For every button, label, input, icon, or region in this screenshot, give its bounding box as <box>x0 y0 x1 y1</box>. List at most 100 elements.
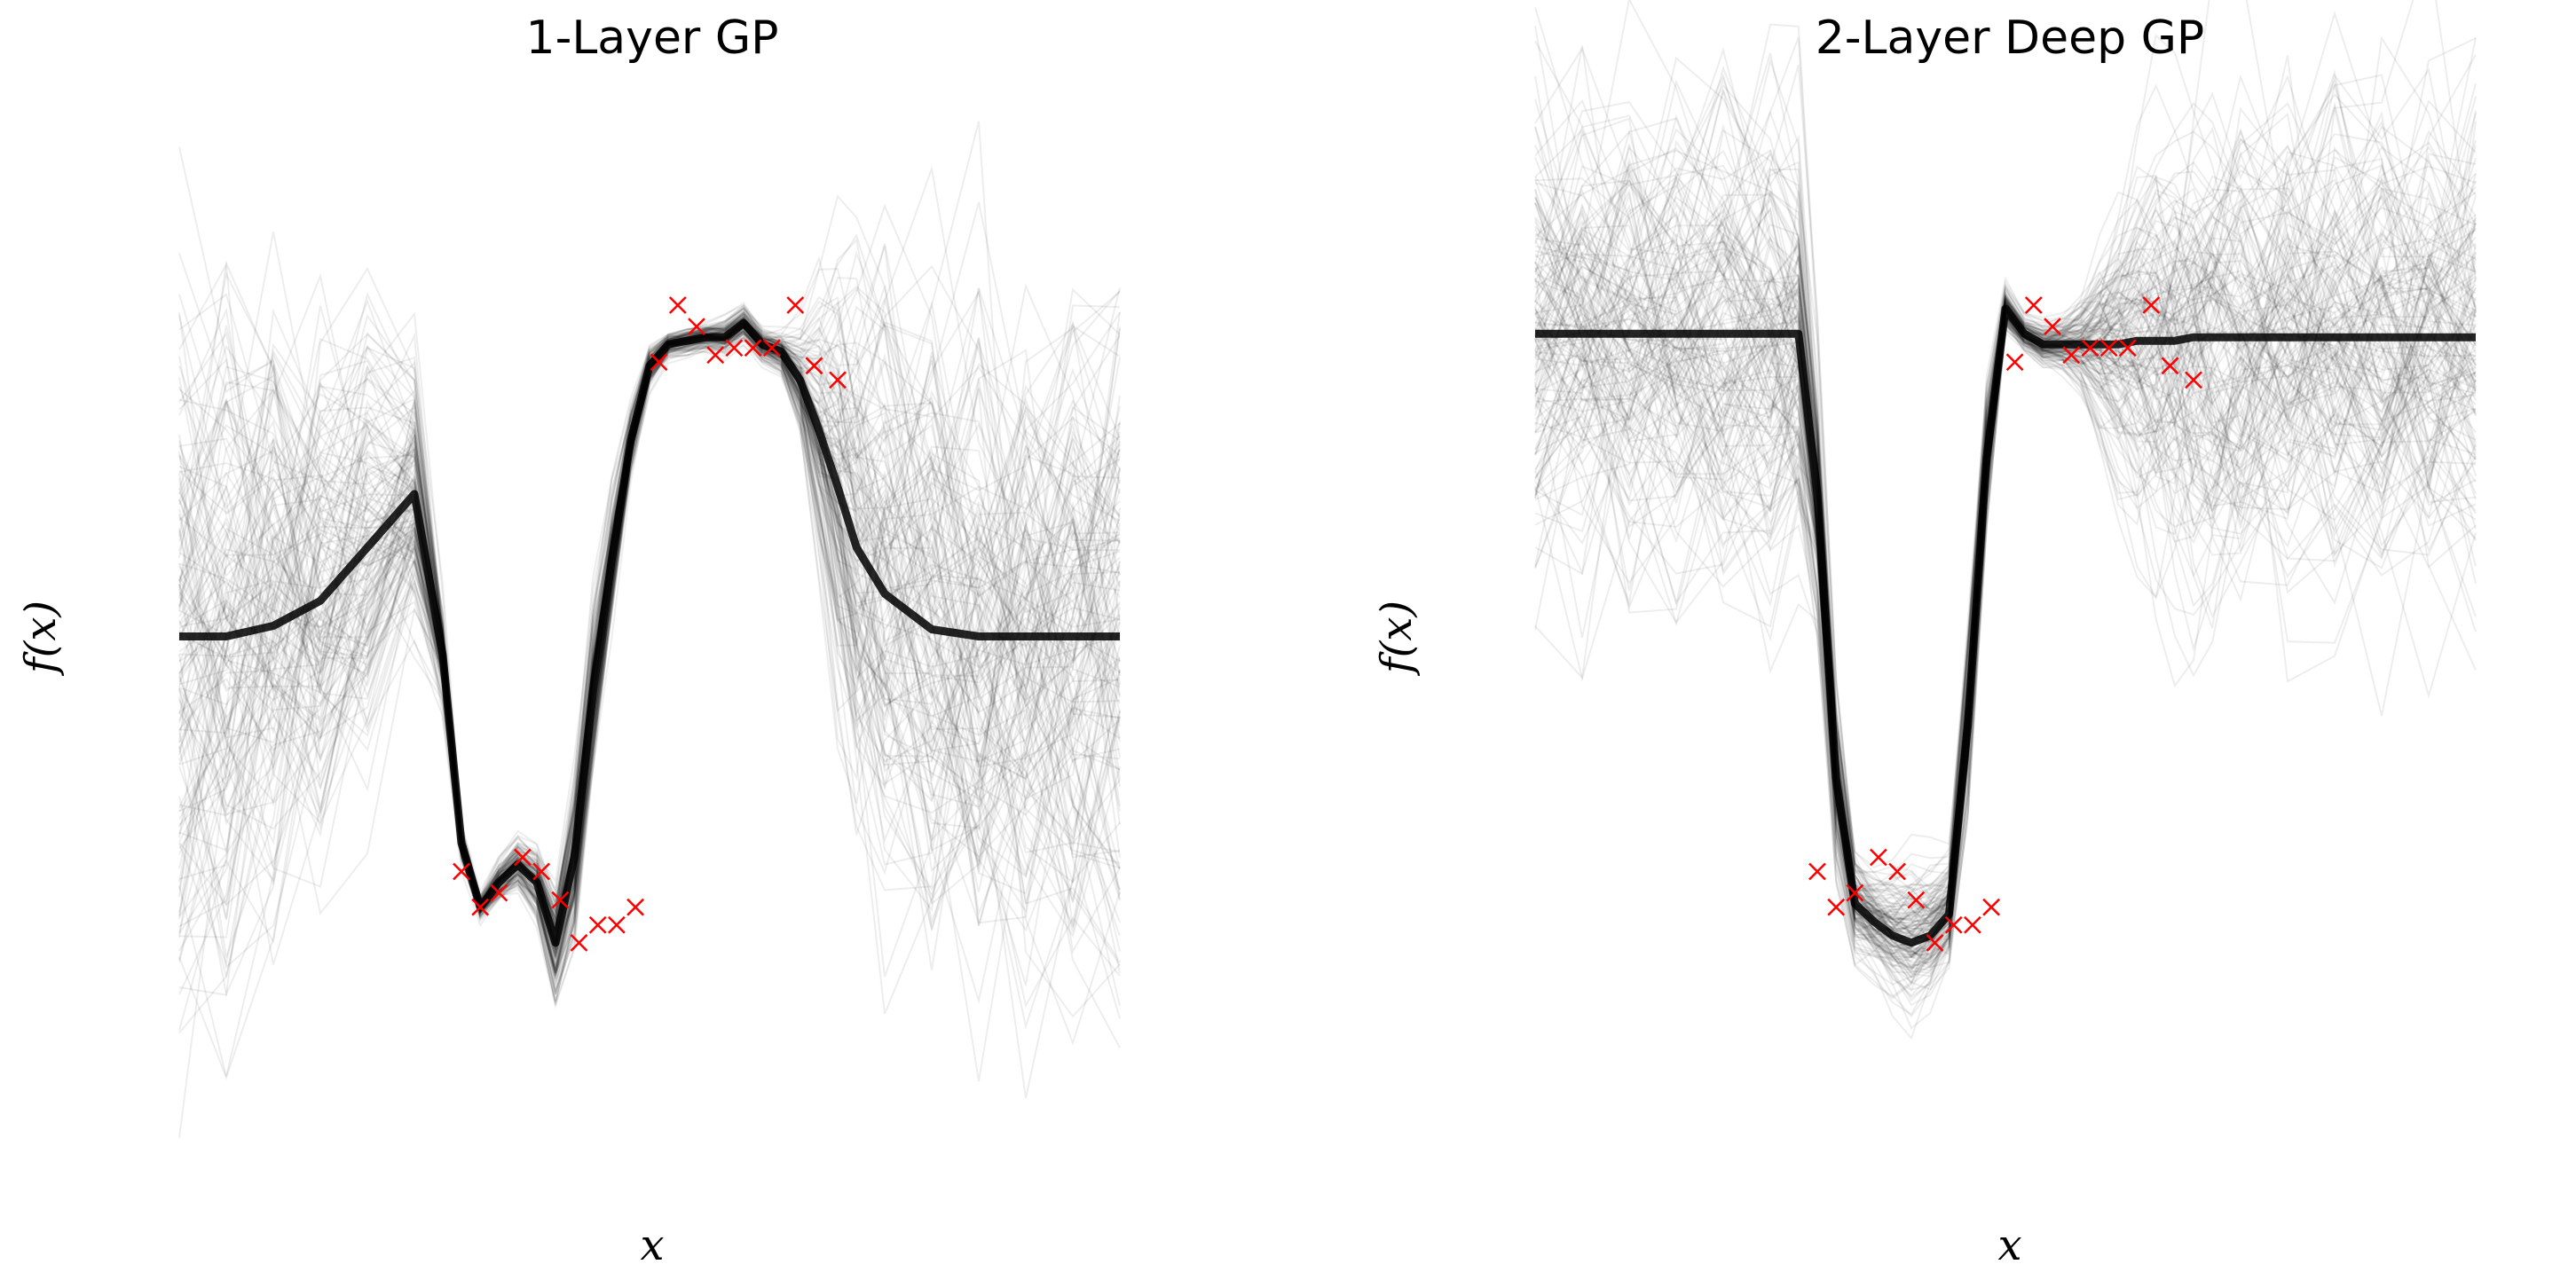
observation-point <box>725 339 744 357</box>
posterior-sample-line <box>1534 245 2477 956</box>
posterior-sample-line <box>1534 164 2477 910</box>
observation-point <box>1827 898 1846 916</box>
posterior-sample-line <box>1534 253 2477 952</box>
panel-2-layer-deep-gp: 2-Layer Deep GP x f(x) <box>1372 0 2477 1270</box>
posterior-sample-line <box>1534 128 2477 962</box>
posterior-sample-line <box>1534 114 2477 937</box>
posterior-sample-line <box>1534 126 2477 932</box>
posterior-sample-line <box>178 306 1121 974</box>
posterior-sample-line <box>1534 130 2477 1030</box>
posterior-sample-line <box>178 308 1121 995</box>
posterior-sample-line <box>1534 74 2477 927</box>
posterior-sample-line <box>1534 238 2477 916</box>
posterior-sample-line <box>1534 10 2477 969</box>
posterior-sample-line <box>1534 7 2477 967</box>
posterior-sample-line <box>178 201 1121 952</box>
posterior-sample-line <box>1534 215 2477 941</box>
chart-title: 2-Layer Deep GP <box>1816 12 2205 65</box>
observation-point <box>2142 296 2161 314</box>
posterior-sample-line <box>1534 99 2477 999</box>
observation-point <box>570 933 588 952</box>
observation-point <box>805 357 823 375</box>
posterior-sample-line <box>1534 104 2477 967</box>
posterior-sample-line <box>178 330 1121 922</box>
posterior-sample-line <box>1534 128 2477 1000</box>
posterior-sample-line <box>1534 74 2477 935</box>
posterior-sample-line <box>178 315 1121 934</box>
posterior-sample-line <box>178 328 1121 1019</box>
observation-point <box>1808 862 1826 881</box>
y-axis-label: f(x) <box>16 601 66 676</box>
observation-point <box>2044 318 2061 336</box>
posterior-sample-line <box>1534 89 2477 974</box>
posterior-sample-line <box>1534 145 2477 942</box>
posterior-sample-line <box>178 321 1121 929</box>
posterior-sample-line <box>1534 165 2477 914</box>
posterior-sample-line <box>1534 175 2477 958</box>
posterior-sample-line <box>1534 120 2477 970</box>
posterior-sample-line <box>178 290 1121 974</box>
observation-point <box>588 915 607 934</box>
observation-point <box>2062 346 2081 365</box>
posterior-sample-line <box>1534 241 2477 978</box>
posterior-mean-line <box>1535 304 2476 947</box>
observation-point <box>471 898 490 916</box>
posterior-sample-line <box>178 253 1121 1009</box>
observation-point <box>1926 933 1944 952</box>
observation-point <box>551 891 570 909</box>
posterior-sample-line <box>1534 218 2477 918</box>
posterior-sample-line <box>1534 195 2477 959</box>
observation-point <box>490 883 508 902</box>
observation-point <box>744 339 762 357</box>
observation-point <box>1964 915 1981 934</box>
posterior-sample-line <box>178 326 1121 951</box>
posterior-sample-line <box>178 321 1121 960</box>
observation-point <box>762 339 781 357</box>
posterior-sample-line <box>1534 299 2477 946</box>
posterior-sample-line <box>1534 223 2477 969</box>
posterior-sample-line <box>178 321 1121 915</box>
posterior-sample-line <box>1534 192 2477 921</box>
posterior-sample-line <box>1534 230 2477 925</box>
posterior-sample-line <box>1534 77 2477 955</box>
posterior-sample-line <box>1534 82 2477 893</box>
observation-point <box>2081 339 2099 357</box>
posterior-sample-line <box>1534 98 2477 923</box>
observation-point <box>1907 891 1926 909</box>
posterior-sample-line <box>178 315 1121 970</box>
posterior-sample-line <box>1534 177 2477 929</box>
posterior-sample-line <box>1534 184 2477 958</box>
observation-point <box>2024 296 2043 314</box>
posterior-sample-line <box>178 313 1121 954</box>
posterior-sample-line <box>1534 144 2477 992</box>
posterior-sample-line <box>178 318 1121 944</box>
observation-point <box>626 898 644 916</box>
posterior-sample-line <box>1534 189 2477 946</box>
posterior-sample-line <box>1534 223 2477 908</box>
posterior-sample-line <box>1534 178 2477 962</box>
x-axis-label: x <box>1997 1221 2021 1270</box>
panel-1-layer-gp: 1-Layer GP x f(x) <box>16 12 1121 1270</box>
observation-point <box>2005 353 2024 372</box>
posterior-mean-line <box>179 318 1120 947</box>
posterior-sample-line <box>1534 182 2477 1016</box>
posterior-sample-line <box>1534 130 2477 908</box>
posterior-sample-line <box>1534 168 2477 924</box>
posterior-sample-line <box>1534 204 2477 938</box>
posterior-sample-line <box>1534 155 2477 915</box>
posterior-sample-line <box>1534 234 2477 938</box>
posterior-sample-line <box>178 329 1121 927</box>
posterior-sample-line <box>178 314 1121 975</box>
posterior-sample-line <box>1534 150 2477 974</box>
posterior-sample-line <box>178 318 1121 943</box>
observation-point <box>650 353 668 372</box>
posterior-sample-line <box>1534 101 2477 998</box>
observation-point <box>1982 898 2000 916</box>
plot-area <box>1534 0 2477 1040</box>
observation-point <box>514 848 532 867</box>
posterior-sample-line <box>1534 245 2477 957</box>
observation-point <box>706 346 725 365</box>
posterior-sample-line <box>1534 291 2477 920</box>
posterior-sample-line <box>1534 23 2477 956</box>
observation-point <box>2118 339 2137 357</box>
